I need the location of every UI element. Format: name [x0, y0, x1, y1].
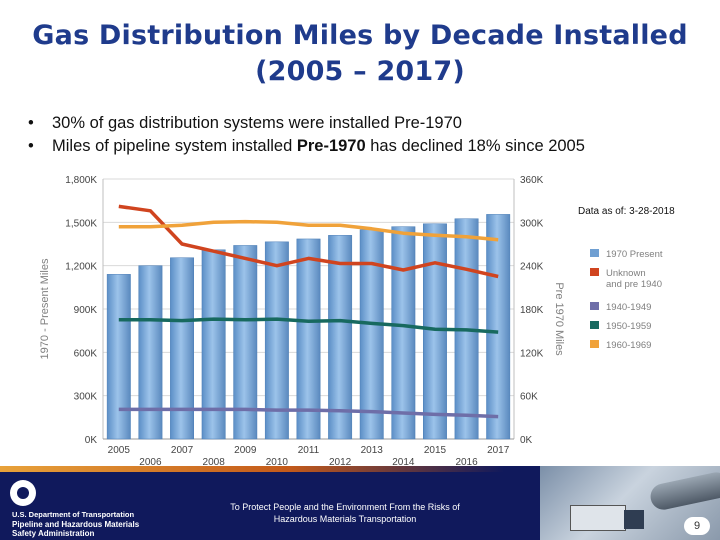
line-series	[118, 317, 499, 334]
legend-label: 1960-1969	[606, 340, 651, 351]
y2-tick-label: 360K	[520, 175, 544, 186]
truck-trailer-image	[570, 505, 626, 531]
y2-tick-label: 300K	[520, 218, 544, 229]
bar-2013	[359, 229, 384, 440]
y-tick-label: 600K	[74, 348, 98, 359]
x-tick-label: 2011	[298, 445, 320, 456]
x-tick-label: 2007	[171, 445, 194, 456]
bar-2012	[328, 235, 353, 440]
data-as-of-note: Data as of: 3-28-2018	[578, 206, 675, 217]
line-series	[118, 407, 499, 419]
bar-2009	[233, 245, 258, 440]
line-series	[118, 219, 499, 242]
title-line-1: Gas Distribution Miles by Decade Install…	[32, 20, 688, 51]
x-tick-label: 2008	[203, 457, 226, 468]
y-tick-label: 1,500K	[65, 218, 97, 229]
legend-swatch	[590, 340, 599, 348]
line-series	[118, 204, 499, 279]
y-tick-label: 1,200K	[65, 262, 97, 273]
y2-tick-label: 240K	[520, 262, 544, 273]
y2-tick-label: 180K	[520, 305, 544, 316]
legend-swatch	[590, 321, 599, 329]
legend-label: 1950-1959	[606, 321, 651, 332]
chart: 0K 300K 600K 900K 1,200K 1,500K 1,800K 0K 60K 120…	[39, 175, 675, 468]
y-tick-label: 0K	[85, 435, 98, 446]
y2-tick-label: 120K	[520, 348, 544, 359]
bullet-1: 30% of gas distribution systems were ins…	[20, 112, 710, 135]
footer-mission-line2: Hazardous Materials Transportation	[273, 514, 417, 524]
bullet-list: 30% of gas distribution systems were ins…	[20, 112, 710, 158]
bullet-2: Miles of pipeline system installed Pre-1…	[20, 135, 710, 158]
x-tick-label: 2015	[424, 445, 447, 456]
legend-label: Unknown	[606, 268, 646, 279]
y-tick-label: 1,800K	[65, 175, 97, 186]
bar-2014	[391, 226, 416, 440]
bar-2007	[170, 257, 194, 440]
truck-cab-image	[624, 510, 644, 529]
legend-label: 1970 Present	[606, 249, 663, 260]
bullet-2-post: has declined 18% since 2005	[365, 137, 585, 155]
bar-2017	[486, 214, 511, 440]
dot-logo-icon	[10, 480, 36, 506]
legend-swatch	[590, 302, 599, 310]
y2-tick-label: 0K	[520, 435, 533, 446]
footer-dept: U.S. Department of Transportation	[12, 510, 135, 519]
page-number: 9	[684, 517, 710, 535]
legend-swatch	[590, 249, 599, 257]
y2-tick-label: 60K	[520, 392, 538, 403]
bar-2015	[423, 223, 447, 440]
footer-mission-line1: To Protect People and the Environment Fr…	[230, 502, 460, 512]
title-line-2: (2005 – 2017)	[255, 56, 465, 87]
footer-agency-line2: Safety Administration	[12, 529, 95, 538]
x-tick-label: 2010	[266, 457, 289, 468]
x-tick-label: 2012	[329, 457, 352, 468]
bullet-2-pre: Miles of pipeline system installed	[52, 137, 297, 155]
footer-agency-line1: Pipeline and Hazardous Materials	[12, 520, 140, 529]
legend-swatch	[590, 268, 599, 276]
bar-2010	[264, 241, 289, 440]
footer-stripe	[0, 466, 720, 472]
slide-title: Gas Distribution Miles by Decade Install…	[0, 18, 720, 90]
x-tick-label: 2016	[455, 457, 478, 468]
bar-2005	[106, 274, 131, 440]
bullet-2-bold: Pre-1970	[296, 137, 366, 155]
x-tick-label: 2017	[487, 445, 510, 456]
y-axis-title: 1970 - Present Miles	[39, 258, 51, 359]
legend-label: and pre 1940	[606, 279, 662, 290]
x-tick-label: 2005	[108, 445, 131, 456]
bullet-1-text: 30% of gas distribution systems were ins…	[52, 114, 462, 132]
x-tick-label: 2014	[392, 457, 415, 468]
x-tick-label: 2013	[361, 445, 384, 456]
legend-label: 1940-1949	[606, 302, 651, 313]
x-tick-label: 2006	[139, 457, 162, 468]
bar-2006	[138, 265, 163, 440]
y-tick-label: 900K	[74, 305, 98, 316]
x-tick-label: 2009	[234, 445, 257, 456]
bar-2011	[296, 238, 321, 440]
y-tick-label: 300K	[74, 392, 98, 403]
y2-axis-title: Pre 1970 Miles	[553, 282, 565, 356]
